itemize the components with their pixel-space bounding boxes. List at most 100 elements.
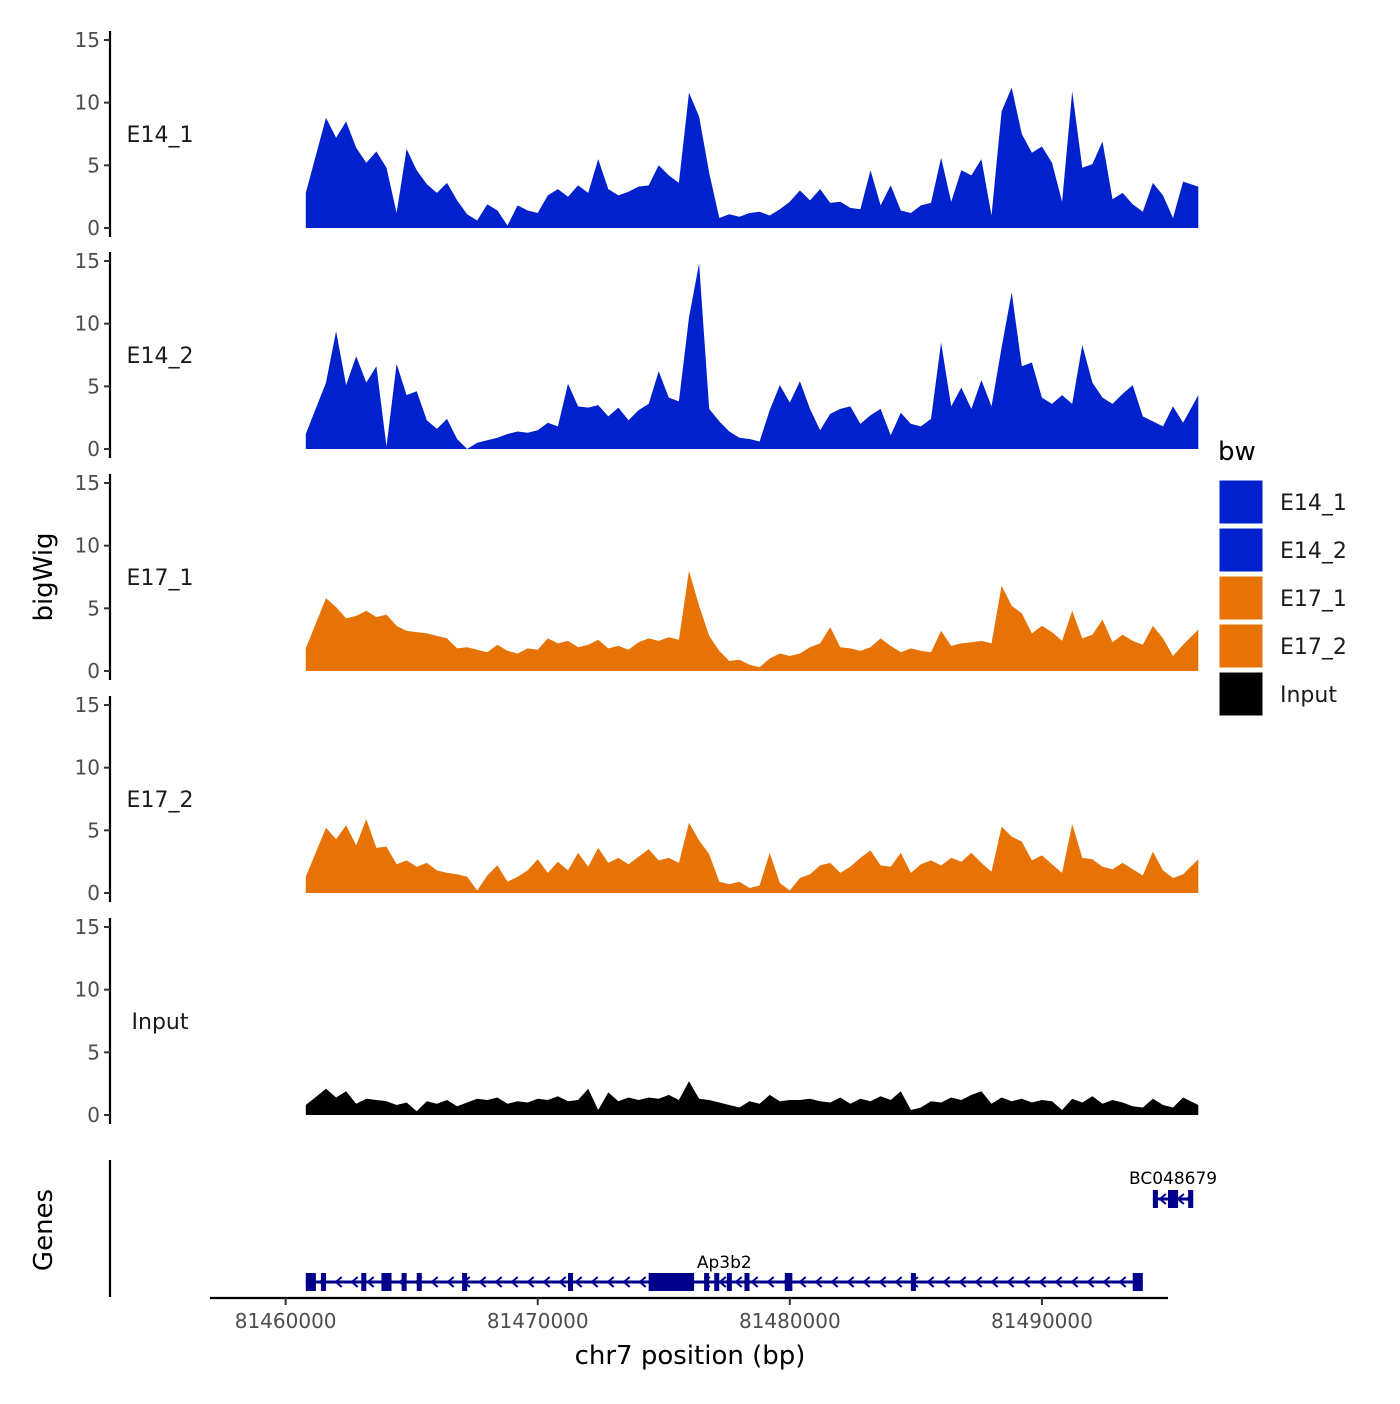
legend: bw E14_1 E14_2 E17_1 E17_2 Input xyxy=(1218,437,1347,717)
strand-arrow xyxy=(1054,1276,1063,1288)
legend-swatch-Input xyxy=(1218,671,1264,717)
strand-arrow xyxy=(718,1276,727,1288)
strand-arrow xyxy=(1022,1276,1031,1288)
strand-arrow xyxy=(494,1276,503,1288)
strand-arrow xyxy=(622,1276,631,1288)
gene-exon xyxy=(744,1273,750,1291)
gene-exon xyxy=(1168,1190,1179,1208)
track-label: Input xyxy=(132,1010,189,1035)
strand-arrow xyxy=(526,1276,535,1288)
y-tick-label: 10 xyxy=(75,91,100,115)
x-tick-label: 81490000 xyxy=(991,1309,1093,1333)
strand-arrow xyxy=(1038,1276,1047,1288)
gene-exon xyxy=(381,1273,392,1291)
gene-exon xyxy=(1188,1190,1194,1208)
legend-swatch-E14_2 xyxy=(1218,527,1264,573)
track-Input: 0 5 10 15 Input xyxy=(75,915,1199,1127)
track-E17_1: 0 5 10 15 E17_1 xyxy=(75,471,1199,683)
strand-arrow xyxy=(350,1276,359,1288)
strand-arrow xyxy=(734,1276,743,1288)
gene-exon xyxy=(567,1273,574,1291)
gene-exon xyxy=(784,1273,793,1291)
strand-arrow xyxy=(1070,1276,1079,1288)
strand-arrow xyxy=(510,1276,519,1288)
y-tick-label: 10 xyxy=(75,756,100,780)
x-axis-title: chr7 position (bp) xyxy=(575,1341,806,1371)
y-tick-label: 0 xyxy=(87,881,100,905)
gene-Ap3b2: Ap3b2 xyxy=(305,1253,1143,1291)
legend-title: bw xyxy=(1218,437,1256,467)
strand-arrow xyxy=(766,1276,775,1288)
strand-arrow xyxy=(558,1276,567,1288)
y-tick-label: 15 xyxy=(75,249,100,273)
strand-arrow xyxy=(846,1276,855,1288)
strand-arrow xyxy=(478,1276,487,1288)
strand-arrow xyxy=(862,1276,871,1288)
strand-arrow xyxy=(1086,1276,1095,1288)
genes-panel: Ap3b2 BC048679 xyxy=(108,1160,1217,1297)
strand-arrow xyxy=(366,1276,375,1288)
y-tick-label: 5 xyxy=(87,596,100,620)
gene-label: Ap3b2 xyxy=(697,1253,752,1273)
legend-label-E17_2: E17_2 xyxy=(1280,635,1347,660)
x-tick-label: 81460000 xyxy=(235,1309,337,1333)
x-tick-label: 81480000 xyxy=(739,1309,841,1333)
legend-swatch-E17_1 xyxy=(1218,575,1264,621)
gene-exon xyxy=(320,1273,326,1291)
strand-arrow xyxy=(606,1276,615,1288)
track-E14_2: 0 5 10 15 E14_2 xyxy=(75,249,1199,461)
track-E14_1: 0 5 10 15 E14_1 xyxy=(75,28,1199,240)
gene-exon xyxy=(910,1273,916,1291)
strand-arrow xyxy=(942,1276,951,1288)
gene-BC048679: BC048679 xyxy=(1129,1169,1217,1208)
y-tick-label: 15 xyxy=(75,915,100,939)
legend-label-E14_2: E14_2 xyxy=(1280,539,1347,564)
strand-arrow xyxy=(574,1276,583,1288)
coverage-area-E14_1 xyxy=(305,87,1199,228)
gene-exon xyxy=(704,1273,710,1291)
coverage-area-Input xyxy=(305,1081,1199,1115)
y-tick-label: 0 xyxy=(87,659,100,683)
gene-exon xyxy=(462,1273,468,1291)
strand-arrow xyxy=(814,1276,823,1288)
y-tick-label: 5 xyxy=(87,374,100,398)
genes-axis-title: Genes xyxy=(29,1189,59,1271)
y-axis-title: bigWig xyxy=(29,532,59,621)
strand-arrow xyxy=(974,1276,983,1288)
track-E17_2: 0 5 10 15 E17_2 xyxy=(75,693,1199,905)
y-tick-label: 15 xyxy=(75,471,100,495)
y-tick-label: 15 xyxy=(75,693,100,717)
strand-arrow xyxy=(446,1276,455,1288)
track-label: E14_2 xyxy=(127,344,194,369)
gene-exon xyxy=(1132,1273,1143,1291)
gene-exon xyxy=(401,1273,407,1291)
y-tick-label: 10 xyxy=(75,312,100,336)
strand-arrow xyxy=(1006,1276,1015,1288)
y-tick-label: 5 xyxy=(87,1040,100,1064)
y-tick-label: 0 xyxy=(87,1103,100,1127)
strand-arrow xyxy=(958,1276,967,1288)
strand-arrow xyxy=(1118,1276,1127,1288)
strand-arrow xyxy=(926,1276,935,1288)
y-tick-label: 10 xyxy=(75,978,100,1002)
legend-label-E14_1: E14_1 xyxy=(1280,491,1347,516)
strand-arrow xyxy=(798,1276,807,1288)
gene-exon xyxy=(648,1273,695,1291)
y-tick-label: 5 xyxy=(87,818,100,842)
coverage-area-E14_2 xyxy=(305,263,1199,449)
coverage-area-E17_1 xyxy=(305,570,1199,671)
gene-exon xyxy=(416,1273,422,1291)
y-tick-label: 5 xyxy=(87,153,100,177)
y-tick-label: 0 xyxy=(87,216,100,240)
gene-exon xyxy=(1152,1190,1158,1208)
legend-swatch-E14_1 xyxy=(1218,479,1264,525)
legend-label-E17_1: E17_1 xyxy=(1280,587,1347,612)
strand-arrow xyxy=(638,1276,647,1288)
strand-arrow xyxy=(334,1276,343,1288)
strand-arrow xyxy=(990,1276,999,1288)
x-tick-label: 81470000 xyxy=(487,1309,589,1333)
strand-arrow xyxy=(830,1276,839,1288)
strand-arrow xyxy=(542,1276,551,1288)
